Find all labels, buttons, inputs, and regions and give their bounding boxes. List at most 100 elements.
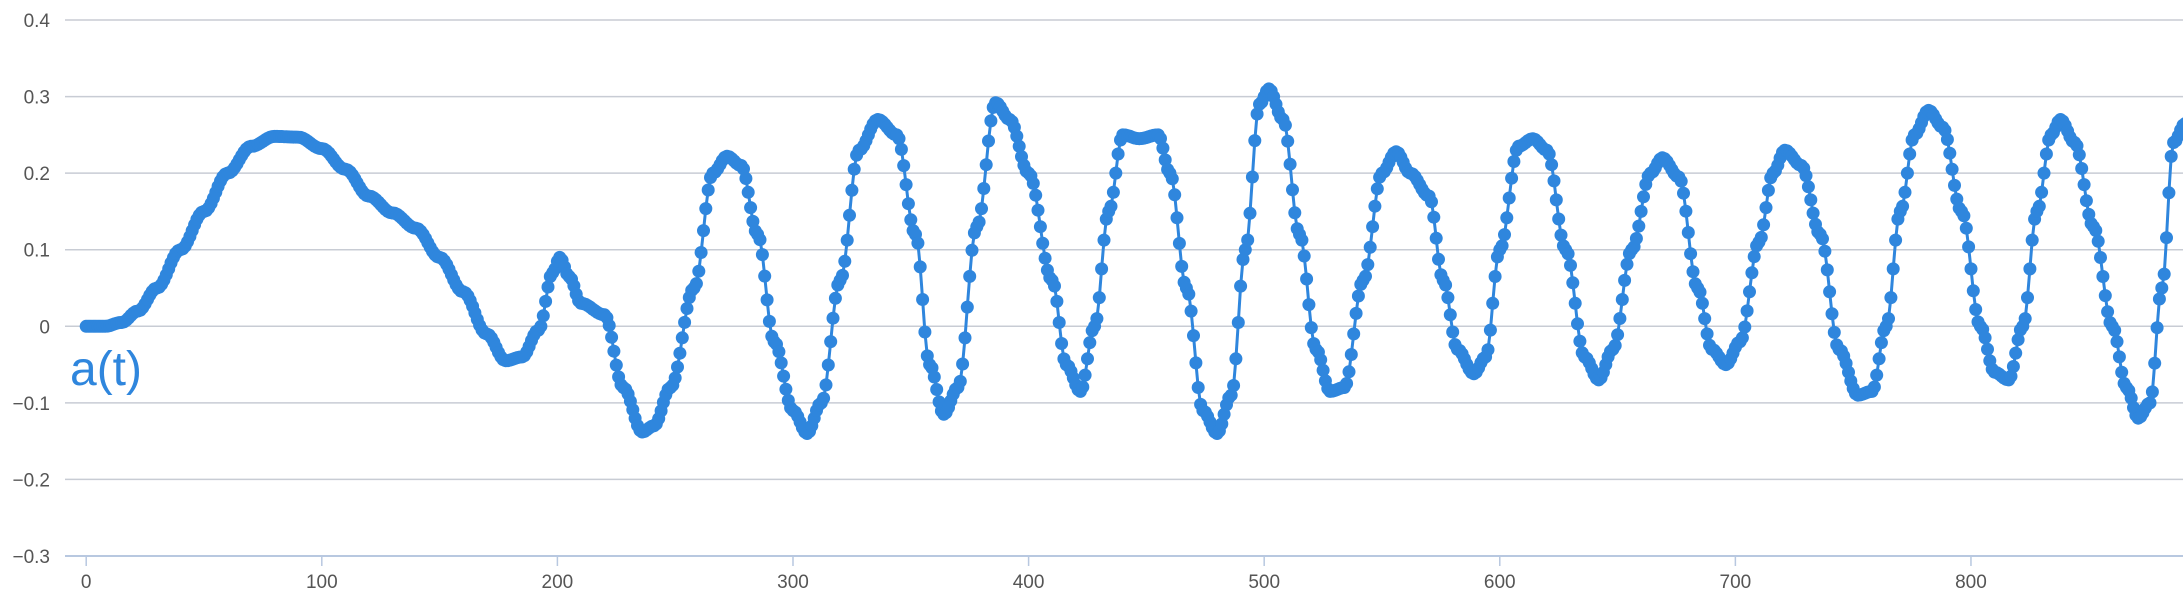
data-point xyxy=(1637,190,1650,204)
data-point xyxy=(694,246,708,259)
data-point xyxy=(1342,365,1356,379)
data-point xyxy=(1052,316,1066,329)
y-tick-label: −0.3 xyxy=(12,547,50,568)
data-point xyxy=(1248,134,1262,148)
data-point xyxy=(1432,252,1445,266)
series-points-a-t xyxy=(79,82,2183,440)
data-point xyxy=(1886,262,1900,276)
data-point xyxy=(758,269,772,283)
data-point xyxy=(1615,293,1629,306)
data-point xyxy=(2164,149,2178,163)
data-point xyxy=(913,260,927,274)
data-point xyxy=(1898,185,1912,199)
series-label: a(t) xyxy=(70,343,142,396)
data-point xyxy=(1349,306,1363,320)
data-point xyxy=(1281,134,1295,148)
data-point xyxy=(1427,210,1441,224)
data-point xyxy=(1564,258,1577,272)
data-point xyxy=(979,158,993,172)
data-point xyxy=(1495,239,1509,253)
data-point xyxy=(1554,228,1568,242)
x-tick-label: 0 xyxy=(81,572,92,593)
data-point xyxy=(1236,253,1250,266)
data-point xyxy=(673,346,687,360)
x-tick-label: 700 xyxy=(1720,572,1752,593)
data-point xyxy=(1036,236,1050,250)
data-point xyxy=(1561,247,1575,261)
data-point xyxy=(975,202,988,216)
x-tick-label: 500 xyxy=(1248,572,1280,593)
data-point xyxy=(845,183,859,197)
data-point xyxy=(1962,240,1976,254)
data-point xyxy=(1297,249,1311,263)
data-point xyxy=(2091,234,2105,248)
data-point xyxy=(2145,385,2159,399)
data-point xyxy=(1288,206,1302,220)
data-point xyxy=(1620,257,1634,271)
x-tick-label: 800 xyxy=(1955,572,1987,593)
data-point xyxy=(1175,259,1189,273)
data-point xyxy=(536,309,550,323)
data-point xyxy=(1090,312,1104,326)
data-point xyxy=(1964,262,1978,276)
data-point xyxy=(755,248,769,262)
data-point xyxy=(1870,368,1884,382)
data-point xyxy=(1439,278,1453,292)
data-point xyxy=(1684,247,1698,261)
data-point xyxy=(1966,284,1980,298)
x-tick-label: 600 xyxy=(1484,572,1516,593)
data-point xyxy=(1677,186,1690,200)
data-point xyxy=(760,293,774,307)
data-point xyxy=(1867,380,1881,394)
data-point xyxy=(918,325,932,339)
data-point xyxy=(671,360,684,374)
data-point xyxy=(1679,204,1693,218)
data-point xyxy=(607,344,621,358)
data-point xyxy=(956,357,970,371)
data-point xyxy=(836,268,849,282)
data-point xyxy=(1816,232,1829,246)
data-point xyxy=(1889,233,1903,247)
data-point xyxy=(1611,328,1625,342)
data-point xyxy=(965,243,979,257)
data-point xyxy=(1566,276,1580,290)
x-axis-tick-labels: 0 100 200 300 400 500 600 700 800 xyxy=(81,572,1987,593)
data-point xyxy=(897,159,911,173)
data-point xyxy=(1818,244,1832,258)
y-tick-label: 0 xyxy=(39,317,50,338)
data-point xyxy=(701,183,715,197)
data-point xyxy=(1441,291,1455,305)
x-tick-label: 200 xyxy=(542,572,574,593)
data-point xyxy=(1104,199,1118,213)
grid xyxy=(65,19,2183,557)
data-point xyxy=(1172,236,1186,250)
data-point xyxy=(1241,233,1255,247)
data-point xyxy=(1026,176,1040,190)
data-point xyxy=(1081,352,1094,366)
data-point xyxy=(1361,258,1375,272)
data-point xyxy=(977,182,991,195)
data-point xyxy=(1608,339,1622,352)
data-point xyxy=(1031,203,1045,217)
data-point xyxy=(1351,289,1365,303)
data-point xyxy=(1825,307,1839,321)
data-point xyxy=(1632,219,1646,233)
x-tick-label: 400 xyxy=(1013,572,1045,593)
data-point xyxy=(1674,174,1688,188)
data-point xyxy=(1106,185,1120,199)
data-point xyxy=(1048,279,1061,293)
data-point xyxy=(1243,206,1257,220)
data-point xyxy=(675,331,689,345)
data-point xyxy=(1229,352,1243,366)
data-point xyxy=(1314,353,1328,367)
data-point xyxy=(1505,171,1519,185)
data-point xyxy=(1549,193,1563,207)
data-point xyxy=(1234,279,1248,293)
data-point xyxy=(1170,211,1184,225)
data-point xyxy=(1740,304,1754,318)
data-point xyxy=(605,330,619,344)
data-point xyxy=(1083,336,1097,350)
data-point xyxy=(911,236,925,250)
data-point xyxy=(1055,337,1069,350)
